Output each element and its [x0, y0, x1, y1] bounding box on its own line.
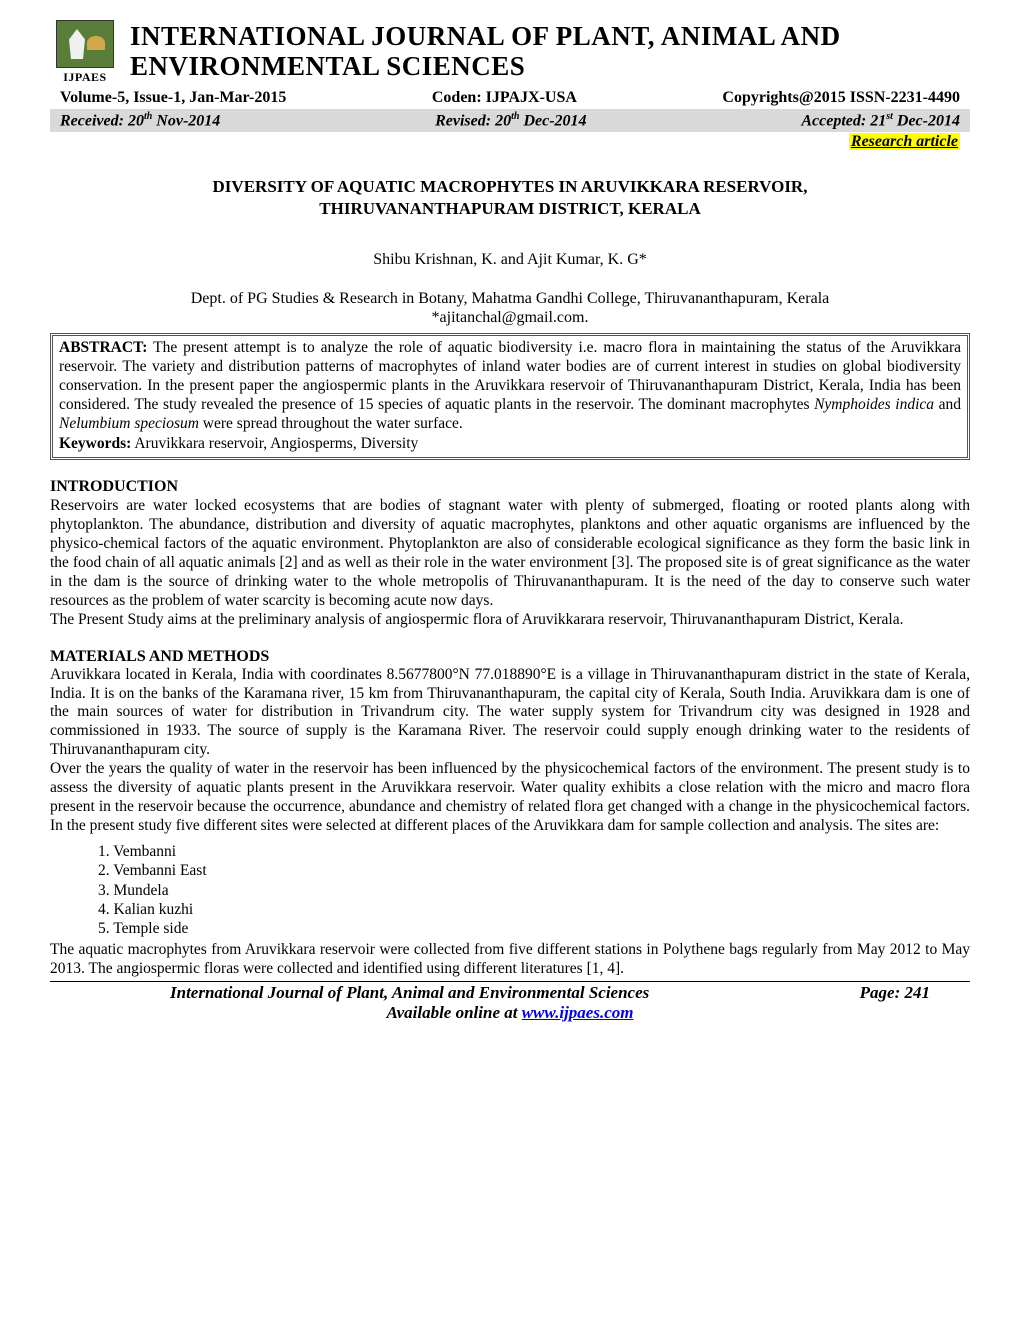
- journal-title-line1: INTERNATIONAL JOURNAL OF PLANT, ANIMAL A…: [130, 22, 841, 52]
- journal-title: INTERNATIONAL JOURNAL OF PLANT, ANIMAL A…: [130, 20, 841, 81]
- journal-title-line2: ENVIRONMENTAL SCIENCES: [130, 52, 841, 82]
- article-title-line2: THIRUVANANTHAPURAM DISTRICT, KERALA: [50, 198, 970, 220]
- site-item: 2. Vembanni East: [98, 861, 970, 880]
- methods-para2: Over the years the quality of water in t…: [50, 760, 970, 836]
- volume-issue: Volume-5, Issue-1, Jan-Mar-2015: [60, 89, 286, 107]
- abstract-label: ABSTRACT:: [59, 339, 147, 356]
- footer-url-link[interactable]: www.ijpaes.com: [522, 1003, 634, 1022]
- affiliation-line1: Dept. of PG Studies & Research in Botany…: [50, 289, 970, 308]
- received-date: Received: 20th Nov-2014: [60, 111, 220, 130]
- methods-heading: MATERIALS AND METHODS: [50, 648, 970, 666]
- logo-block: IJPAES: [50, 20, 120, 85]
- site-item: 4. Kalian kuzhi: [98, 900, 970, 919]
- logo-acronym: IJPAES: [63, 70, 106, 85]
- keywords-label: Keywords:: [59, 435, 131, 452]
- introduction-para1: Reservoirs are water locked ecosystems t…: [50, 496, 970, 610]
- affiliation: Dept. of PG Studies & Research in Botany…: [50, 289, 970, 327]
- footer-line2: Available online at www.ijpaes.com: [50, 1003, 970, 1023]
- coden: Coden: IJPAJX-USA: [432, 89, 577, 107]
- dates-row: Received: 20th Nov-2014 Revised: 20th De…: [50, 109, 970, 132]
- authors: Shibu Krishnan, K. and Ajit Kumar, K. G*: [50, 251, 970, 269]
- abstract-box: ABSTRACT: The present attempt is to anal…: [50, 333, 970, 460]
- footer-page-number: Page: 241: [860, 983, 930, 1003]
- revised-date: Revised: 20th Dec-2014: [435, 111, 586, 130]
- footer-available-prefix: Available online at: [387, 1003, 522, 1022]
- article-title: DIVERSITY OF AQUATIC MACROPHYTES IN ARUV…: [50, 176, 970, 220]
- keywords-line: Keywords: Aruvikkara reservoir, Angiospe…: [59, 435, 961, 454]
- journal-logo-icon: [56, 20, 114, 68]
- keywords-text: Aruvikkara reservoir, Angiosperms, Diver…: [131, 435, 418, 452]
- copyright-issn: Copyrights@2015 ISSN-2231-4490: [722, 89, 960, 107]
- site-item: 5. Temple side: [98, 919, 970, 938]
- methods-para3: The aquatic macrophytes from Aruvikkara …: [50, 941, 970, 979]
- site-list: 1. Vembanni 2. Vembanni East 3. Mundela …: [98, 842, 970, 939]
- article-type-row: Research article: [50, 133, 970, 151]
- introduction-para2: The Present Study aims at the preliminar…: [50, 611, 970, 630]
- footer-journal-name: International Journal of Plant, Animal a…: [170, 983, 649, 1003]
- abstract-text: ABSTRACT: The present attempt is to anal…: [59, 339, 961, 434]
- meta-row: Volume-5, Issue-1, Jan-Mar-2015 Coden: I…: [50, 87, 970, 109]
- affiliation-email: *ajitanchal@gmail.com.: [50, 308, 970, 327]
- footer-line1: International Journal of Plant, Animal a…: [50, 982, 970, 1003]
- site-item: 1. Vembanni: [98, 842, 970, 861]
- methods-para1: Aruvikkara located in Kerala, India with…: [50, 666, 970, 761]
- accepted-date: Accepted: 21st Dec-2014: [801, 111, 960, 130]
- site-item: 3. Mundela: [98, 881, 970, 900]
- article-title-line1: DIVERSITY OF AQUATIC MACROPHYTES IN ARUV…: [50, 176, 970, 198]
- introduction-heading: INTRODUCTION: [50, 478, 970, 496]
- article-type-tag: Research article: [849, 133, 960, 150]
- journal-header: IJPAES INTERNATIONAL JOURNAL OF PLANT, A…: [50, 20, 970, 85]
